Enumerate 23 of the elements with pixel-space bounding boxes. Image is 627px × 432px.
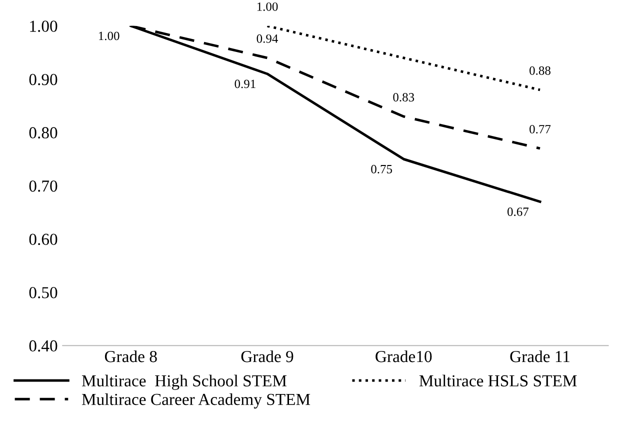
y-tick-label: 0.70 bbox=[29, 180, 58, 192]
x-tick-label: Grade 8 bbox=[104, 350, 157, 362]
legend-label: Multirace High School STEM bbox=[82, 374, 287, 390]
y-tick-label: 0.80 bbox=[29, 127, 58, 138]
data-label: 0.88 bbox=[530, 66, 550, 75]
data-label: 0.67 bbox=[507, 208, 529, 216]
data-label: 0.75 bbox=[371, 164, 392, 174]
data-label: 0.91 bbox=[234, 80, 256, 88]
x-tick-label: Grade 11 bbox=[510, 350, 570, 362]
data-label: 1.00 bbox=[257, 2, 278, 11]
x-tick-label: Grade 9 bbox=[241, 350, 294, 362]
y-tick-label: 1.00 bbox=[30, 20, 58, 32]
y-tick-label: 0.50 bbox=[29, 287, 58, 298]
y-tick-label: 0.90 bbox=[29, 74, 58, 86]
legend-label: Multirace HSLS STEM bbox=[419, 374, 577, 386]
x-tick-label: Grade10 bbox=[376, 350, 432, 362]
y-tick-label: 0.60 bbox=[29, 234, 58, 246]
y-tick-label: 0.40 bbox=[29, 340, 58, 352]
data-label: 0.77 bbox=[530, 124, 551, 134]
data-label: 1.00 bbox=[99, 32, 120, 40]
data-label: 0.83 bbox=[393, 93, 414, 102]
data-label: 0.94 bbox=[256, 34, 278, 43]
legend-label: Multirace Career Academy STEM bbox=[82, 393, 310, 409]
